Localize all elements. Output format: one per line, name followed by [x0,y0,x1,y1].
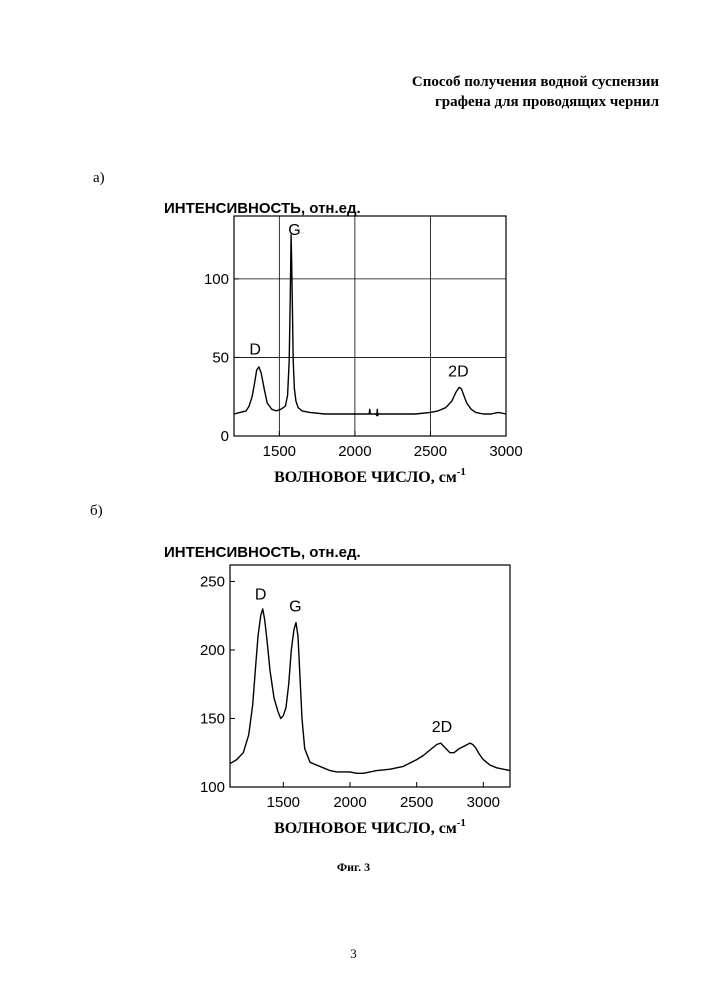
x-tick-label: 1500 [267,794,300,811]
x-tick-label: 2000 [338,443,371,460]
x-axis-title-superscript: -1 [457,817,466,829]
spectrum-line [234,235,506,416]
chart-panel-1: 1500 2000 2500 3000 100 150 200 250 ИНТЕНСИВНОСТ… [164,544,510,837]
y-tick-label: 50 [212,349,229,366]
x-tick-label: 1500 [263,443,296,460]
x-axis-title-text: ВОЛНОВОЕ ЧИСЛО, см [274,469,457,486]
y-tick-label: 200 [200,642,225,659]
x-tick-label: 2000 [333,794,366,811]
x-axis-title-text: ВОЛНОВОЕ ЧИСЛО, см [274,820,457,837]
spectrum-line [230,609,510,773]
y-tick-label: 100 [204,271,229,288]
y-axis-title: ИНТЕНСИВНОСТЬ, отн.ед. [164,200,361,217]
x-axis-title: ВОЛНОВОЕ ЧИСЛО, см-1 [274,466,466,486]
peak-label-2d: 2D [448,363,468,380]
chart-panel-0: 1500 2000 2500 3000 0 50 100 ИНТЕНСИВНОСТЬ, отн… [164,200,523,486]
y-tick-label: 250 [200,573,225,590]
peak-label-g: G [289,599,301,616]
figure-caption: Фиг. 3 [0,860,707,875]
plot-frame [234,216,506,436]
peak-label-d: D [249,341,261,358]
y-tick-label: 150 [200,710,225,727]
plot-frame [230,565,510,787]
peak-label-2d: 2D [432,719,452,736]
x-axis-title-superscript: -1 [457,466,466,478]
peak-label-g: G [288,222,300,239]
x-tick-label: 2500 [414,443,447,460]
y-axis-title: ИНТЕНСИВНОСТЬ, отн.ед. [164,544,361,561]
x-tick-label: 3000 [489,443,522,460]
x-tick-label: 2500 [400,794,433,811]
page-number: 3 [0,946,707,962]
x-tick-label: 3000 [467,794,500,811]
x-axis-title: ВОЛНОВОЕ ЧИСЛО, см-1 [274,817,466,837]
y-tick-label: 0 [221,428,229,445]
y-tick-label: 100 [200,779,225,796]
peak-label-d: D [255,586,267,603]
